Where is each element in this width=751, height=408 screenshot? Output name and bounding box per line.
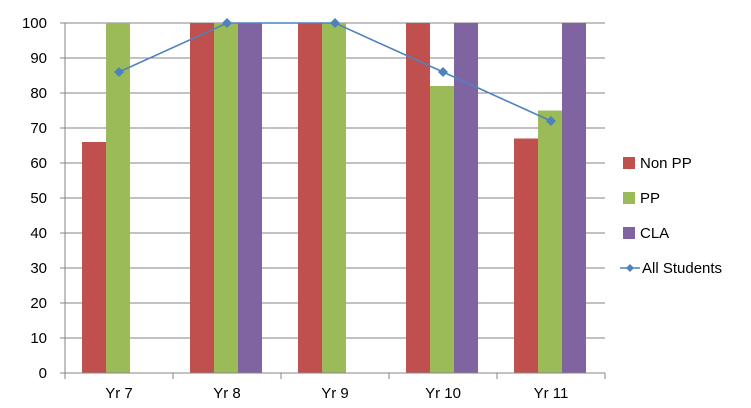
- series-point: [222, 18, 232, 28]
- x-tick-label: Yr 9: [321, 385, 349, 402]
- bar: [430, 86, 454, 373]
- bar: [406, 23, 430, 373]
- legend-swatch: [623, 227, 635, 239]
- legend-label: Non PP: [640, 155, 692, 172]
- series-point: [546, 116, 556, 126]
- series-point: [330, 18, 340, 28]
- x-tick-label: Yr 7: [105, 385, 133, 402]
- bar: [82, 142, 106, 373]
- y-tick-label: 100: [22, 15, 47, 32]
- x-tick-label: Yr 8: [213, 385, 241, 402]
- legend-label: CLA: [640, 225, 669, 242]
- y-tick-label: 90: [30, 50, 47, 67]
- y-tick-label: 40: [30, 225, 47, 242]
- bar: [298, 23, 322, 373]
- legend-label: All Students: [642, 260, 722, 277]
- y-tick-label: 20: [30, 295, 47, 312]
- legend-marker: [626, 264, 634, 272]
- legend-swatch: [623, 157, 635, 169]
- series-point: [114, 67, 124, 77]
- bar: [514, 138, 538, 373]
- bar: [106, 23, 130, 373]
- bars: [82, 23, 586, 373]
- y-tick-label: 0: [39, 365, 47, 382]
- bar: [238, 23, 262, 373]
- bar: [214, 23, 238, 373]
- axes: [60, 22, 606, 379]
- tick-labels: 0 10 20 30 40 50 60 70 80 90 100 Yr 7 Yr 8 Yr 9 Yr 10 Y…: [22, 15, 568, 402]
- bar: [562, 23, 586, 373]
- y-tick-label: 70: [30, 120, 47, 137]
- legend: Non PP PP CLA All Students: [620, 155, 722, 277]
- series-point: [438, 67, 448, 77]
- y-tick-label: 60: [30, 155, 47, 172]
- legend-swatch: [623, 192, 635, 204]
- x-tick-label: Yr 11: [534, 385, 569, 402]
- legend-label: PP: [640, 190, 660, 207]
- bar: [190, 23, 214, 373]
- bar: [454, 23, 478, 373]
- bar: [538, 110, 562, 373]
- y-tick-label: 30: [30, 260, 47, 277]
- line-series: [114, 18, 556, 126]
- y-tick-label: 10: [30, 330, 47, 347]
- x-tick-label: Yr 10: [425, 385, 461, 402]
- bar: [322, 23, 346, 373]
- y-tick-label: 50: [30, 190, 47, 207]
- y-tick-label: 80: [30, 85, 47, 102]
